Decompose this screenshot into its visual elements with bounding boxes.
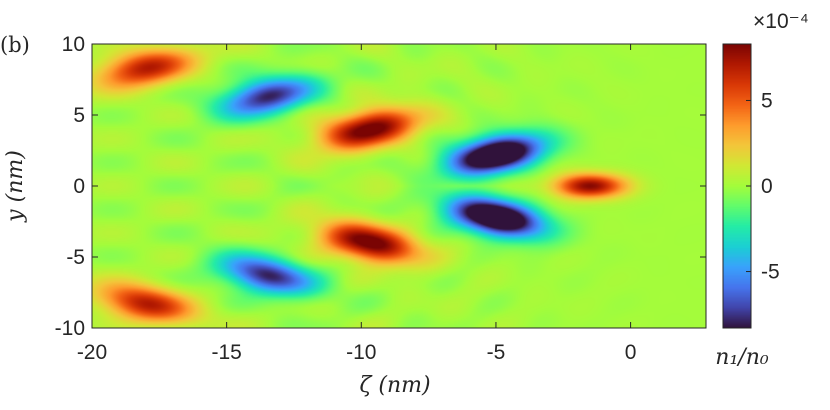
y-tick-label: 0: [73, 175, 85, 198]
x-tick-label: 0: [625, 341, 637, 364]
x-tick-label: -5: [487, 341, 506, 364]
y-tick-label: -5: [66, 246, 85, 269]
x-tick-label: -15: [211, 341, 241, 364]
y-tick-label: 10: [62, 33, 85, 56]
colorbar-tick-label: -5: [761, 261, 780, 284]
heatmap-image: [92, 44, 706, 328]
colorbar-label: n₁/n₀: [715, 345, 769, 370]
colorbar-tick-label: 0: [761, 175, 773, 198]
x-tick-label: -10: [346, 341, 376, 364]
y-tick-label: -10: [55, 317, 85, 340]
y-axis-label: y (nm): [3, 150, 28, 223]
y-tick-label: 5: [73, 104, 85, 127]
x-tick-label: -20: [77, 341, 107, 364]
colorbar: -5 0 5 ×10⁻⁴ n₁/n₀: [715, 10, 808, 370]
colorbar-tick-label: 5: [761, 89, 773, 112]
panel-label: (b): [0, 33, 30, 57]
heatmap-plot: -20 -15 -10 -5 0 -10 -5 0 5 10: [55, 33, 707, 364]
x-axis-label: ζ (nm): [359, 373, 430, 398]
colorbar-ticks: -5 0 5: [746, 89, 780, 284]
x-axis-ticks: -20 -15 -10 -5 0: [77, 44, 637, 364]
y-axis-ticks: -10 -5 0 5 10: [55, 33, 706, 340]
colorbar-multiplier: ×10⁻⁴: [753, 10, 809, 33]
